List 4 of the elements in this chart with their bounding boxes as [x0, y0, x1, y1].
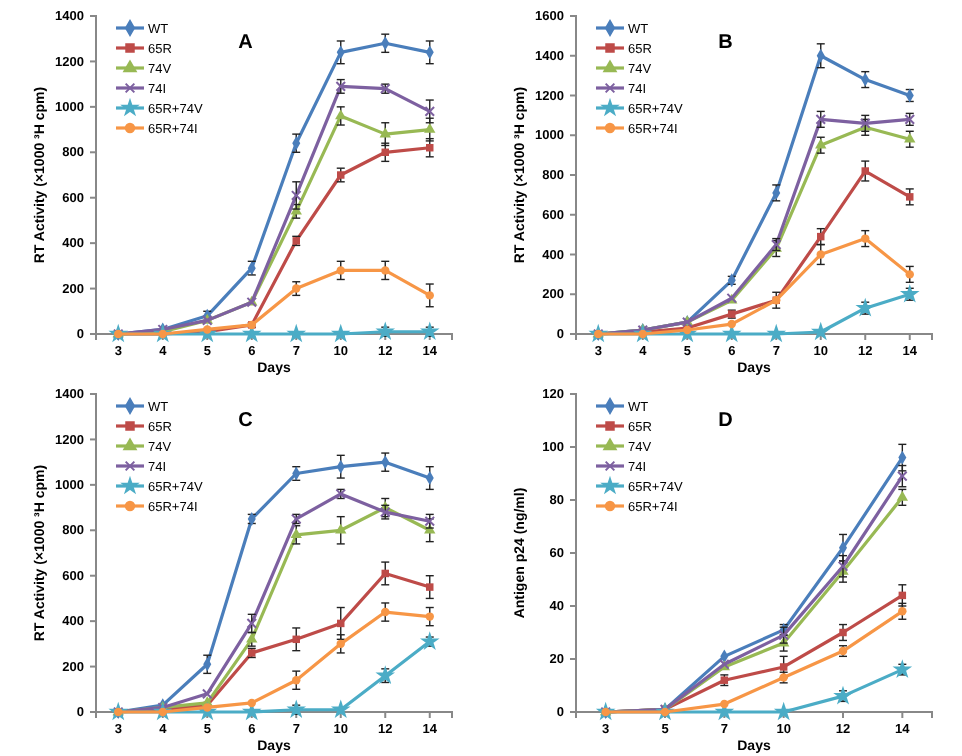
text: C — [238, 410, 253, 432]
text: D — [718, 410, 733, 432]
text: A — [238, 32, 253, 54]
text: B — [718, 32, 733, 54]
